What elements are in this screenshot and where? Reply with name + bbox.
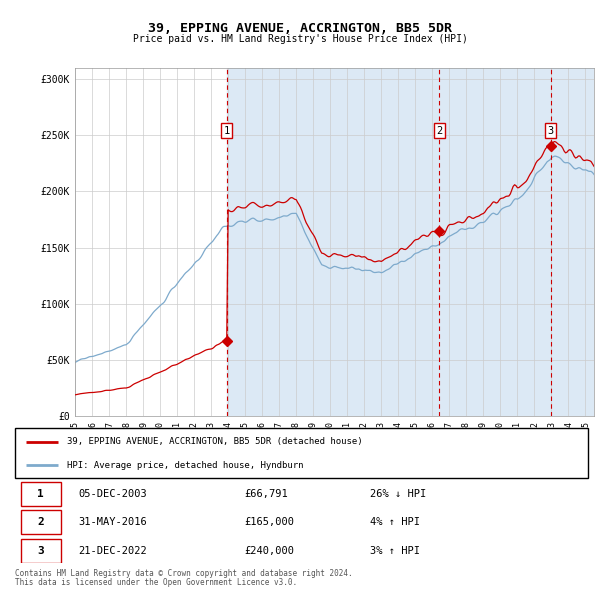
Text: 3% ↑ HPI: 3% ↑ HPI [370,546,420,556]
Text: 1: 1 [37,489,44,499]
Text: £165,000: £165,000 [244,517,294,527]
Text: 4% ↑ HPI: 4% ↑ HPI [370,517,420,527]
Text: 2: 2 [436,126,443,136]
Text: 2: 2 [37,517,44,527]
Text: 39, EPPING AVENUE, ACCRINGTON, BB5 5DR: 39, EPPING AVENUE, ACCRINGTON, BB5 5DR [148,22,452,35]
Text: Contains HM Land Registry data © Crown copyright and database right 2024.: Contains HM Land Registry data © Crown c… [15,569,353,578]
Bar [21,539,61,563]
Bar [227,68,594,416]
Bar [21,510,61,535]
Text: 1: 1 [224,126,230,136]
Text: 05-DEC-2003: 05-DEC-2003 [78,489,147,499]
Text: 31-MAY-2016: 31-MAY-2016 [78,517,147,527]
Text: This data is licensed under the Open Government Licence v3.0.: This data is licensed under the Open Gov… [15,578,297,587]
Text: Price paid vs. HM Land Registry's House Price Index (HPI): Price paid vs. HM Land Registry's House … [133,34,467,44]
Text: 21-DEC-2022: 21-DEC-2022 [78,546,147,556]
Text: 3: 3 [37,546,44,556]
Text: 39, EPPING AVENUE, ACCRINGTON, BB5 5DR (detached house): 39, EPPING AVENUE, ACCRINGTON, BB5 5DR (… [67,437,362,446]
Text: 26% ↓ HPI: 26% ↓ HPI [370,489,427,499]
Text: £240,000: £240,000 [244,546,294,556]
Bar [21,482,61,506]
Text: £66,791: £66,791 [244,489,288,499]
Text: HPI: Average price, detached house, Hyndburn: HPI: Average price, detached house, Hynd… [67,461,303,470]
Text: 3: 3 [548,126,554,136]
